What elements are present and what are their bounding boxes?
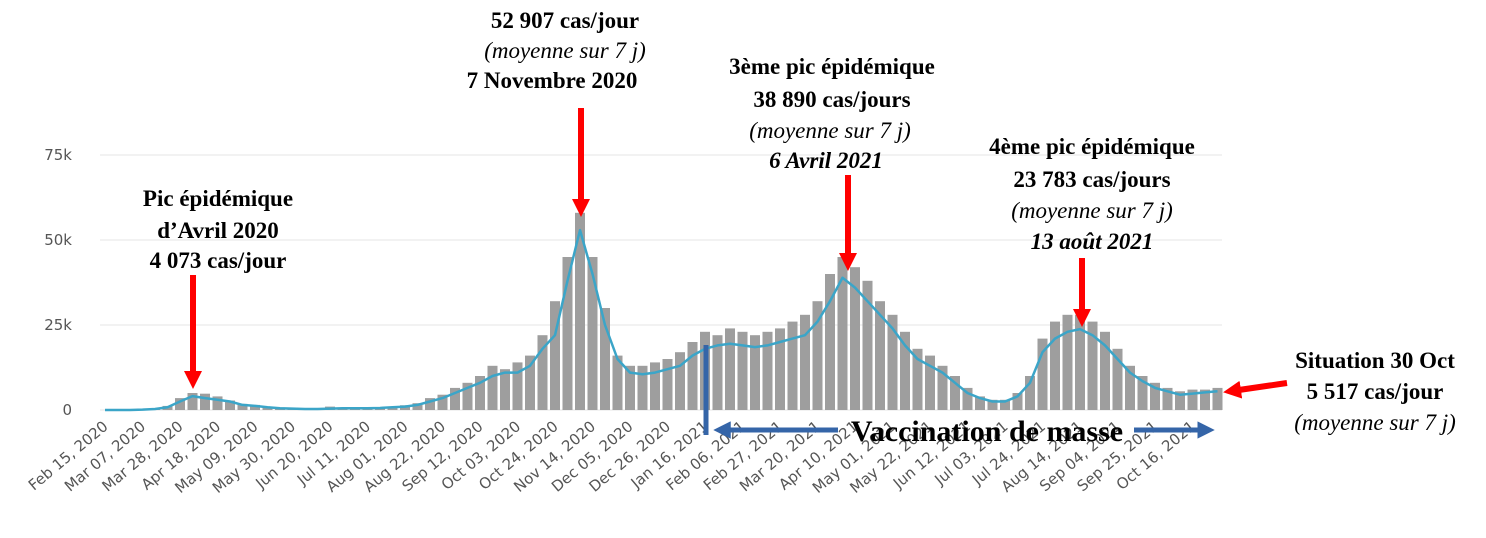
bar bbox=[712, 335, 723, 410]
y-tick-label: 75k bbox=[44, 146, 72, 164]
bar bbox=[787, 321, 798, 410]
bar bbox=[175, 398, 185, 410]
bar bbox=[675, 352, 685, 410]
bar bbox=[1187, 389, 1198, 410]
bar bbox=[737, 331, 748, 410]
bar bbox=[1175, 391, 1185, 410]
y-tick-label: 25k bbox=[44, 316, 72, 334]
bar bbox=[1062, 314, 1073, 410]
bar bbox=[775, 328, 785, 410]
bar bbox=[1012, 393, 1023, 410]
average-line bbox=[105, 228, 1218, 412]
bar bbox=[250, 404, 260, 410]
bar bbox=[550, 301, 560, 410]
bar bbox=[425, 398, 435, 410]
bar bbox=[612, 355, 623, 410]
bar bbox=[1100, 331, 1110, 410]
bar bbox=[1050, 321, 1060, 410]
bar bbox=[625, 365, 635, 410]
arrow bbox=[1223, 380, 1288, 399]
bar bbox=[237, 403, 248, 410]
bar bbox=[800, 314, 810, 410]
bar bbox=[1150, 382, 1160, 410]
bar bbox=[187, 393, 198, 410]
bar bbox=[887, 314, 898, 410]
bar bbox=[862, 280, 873, 410]
bar bbox=[687, 342, 698, 410]
annotation: 7 Novembre 2020 bbox=[467, 68, 638, 93]
y-tick-label: 0 bbox=[62, 401, 72, 419]
vaccination-marker bbox=[703, 345, 1215, 439]
bar bbox=[850, 267, 860, 410]
bar bbox=[937, 365, 948, 410]
bar bbox=[962, 387, 973, 410]
annotation: 3ème pic épidémique bbox=[729, 54, 935, 79]
bar bbox=[450, 387, 460, 410]
bar bbox=[587, 257, 598, 410]
bar bbox=[662, 359, 673, 410]
bar bbox=[1025, 376, 1035, 410]
bar bbox=[212, 396, 223, 410]
bar bbox=[475, 376, 485, 410]
annotation: (moyenne sur 7 j) bbox=[1011, 198, 1173, 223]
bar bbox=[987, 399, 998, 410]
bar bbox=[650, 362, 660, 410]
bar bbox=[900, 331, 910, 410]
annotation: (moyenne sur 7 j) bbox=[749, 118, 911, 143]
bar bbox=[600, 308, 610, 410]
bar bbox=[762, 331, 773, 410]
y-tick-label: 50k bbox=[44, 231, 72, 249]
bar bbox=[412, 403, 423, 410]
annotation: Situation 30 Oct bbox=[1295, 348, 1455, 373]
annotation: Pic épidémique bbox=[143, 186, 293, 211]
bar bbox=[1087, 321, 1098, 410]
bar bbox=[950, 376, 960, 410]
bar bbox=[512, 362, 523, 410]
bar bbox=[487, 365, 498, 410]
annotation: 5 517 cas/jour bbox=[1307, 379, 1444, 404]
bar bbox=[725, 328, 735, 410]
annotation: 4 073 cas/jour bbox=[150, 248, 287, 273]
bar bbox=[500, 369, 510, 410]
annotation: 6 Avril 2021 bbox=[769, 148, 883, 173]
bar bbox=[575, 212, 585, 410]
bar bbox=[1125, 365, 1135, 410]
bar bbox=[925, 355, 935, 410]
annotation: 13 août 2021 bbox=[1031, 229, 1154, 254]
bar bbox=[1000, 399, 1010, 410]
annotation: 38 890 cas/jours bbox=[753, 87, 910, 112]
bar bbox=[812, 301, 823, 410]
bar bbox=[1212, 387, 1223, 410]
bar bbox=[225, 400, 235, 410]
bar bbox=[562, 257, 573, 410]
annotation: (moyenne sur 7 j) bbox=[484, 38, 646, 63]
bar bbox=[1200, 389, 1210, 410]
bar bbox=[975, 396, 985, 410]
bar bbox=[1162, 387, 1173, 410]
bar bbox=[837, 257, 848, 410]
annotation: d’Avril 2020 bbox=[157, 218, 279, 243]
bar bbox=[750, 335, 760, 410]
bar bbox=[912, 348, 923, 410]
bar bbox=[637, 365, 648, 410]
bar bbox=[825, 274, 835, 410]
bar bbox=[537, 335, 548, 410]
arrows bbox=[184, 108, 1288, 399]
bar bbox=[875, 301, 885, 410]
bar bbox=[525, 355, 535, 410]
vaccination-label: Vaccination de masse bbox=[851, 415, 1123, 448]
bar bbox=[1137, 376, 1148, 410]
bar bbox=[437, 394, 448, 410]
bar bbox=[200, 393, 210, 410]
bar bbox=[1037, 338, 1048, 410]
bar bbox=[1075, 314, 1085, 410]
bar bbox=[1112, 348, 1123, 410]
annotation: 4ème pic épidémique bbox=[989, 134, 1195, 159]
annotation: 52 907 cas/jour bbox=[491, 8, 639, 33]
annotation: (moyenne sur 7 j) bbox=[1294, 410, 1456, 435]
annotation: 23 783 cas/jours bbox=[1013, 167, 1170, 192]
bar bbox=[462, 382, 473, 410]
